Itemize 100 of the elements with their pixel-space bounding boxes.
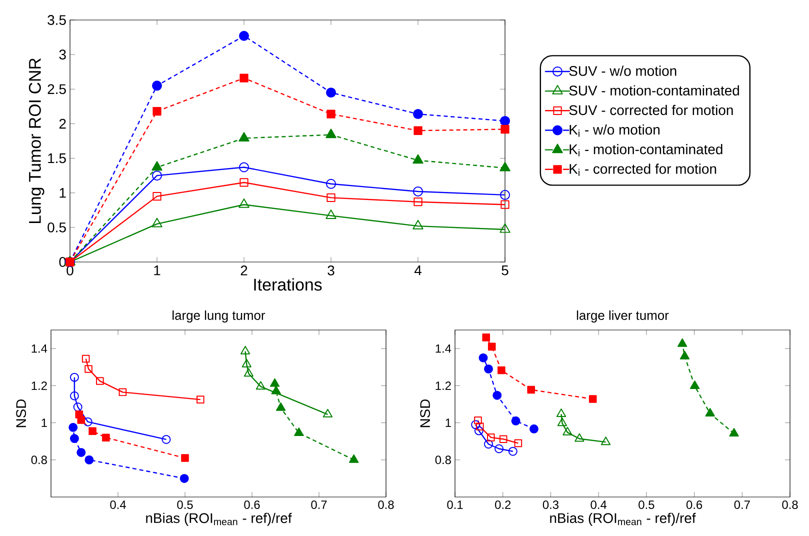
y-axis-title: NSD	[420, 399, 430, 428]
point	[478, 353, 488, 362]
point	[322, 408, 333, 418]
point	[498, 366, 506, 374]
point	[474, 416, 482, 424]
y-axis-title: Lung Tumor ROI CNR	[28, 58, 44, 224]
x-tick-label: 1	[154, 266, 160, 276]
chart-title: large liver tumor	[576, 310, 669, 323]
point	[152, 161, 162, 171]
point	[84, 455, 94, 464]
point	[500, 116, 510, 126]
x-tick-label: 0.4	[590, 500, 607, 509]
point	[294, 427, 304, 436]
point	[326, 88, 336, 98]
y-axis-title: NSD	[16, 399, 26, 428]
x-tick-label: 0.2	[495, 500, 511, 509]
point	[500, 190, 510, 200]
point	[471, 420, 480, 430]
x-tick-label: 0.7	[311, 500, 327, 509]
y-tick-label: 1.4	[436, 344, 452, 353]
x-tick-label: 0.3	[542, 500, 559, 509]
point	[326, 178, 336, 189]
point	[514, 439, 522, 448]
x-tick-label: 0.5	[177, 500, 193, 509]
point	[326, 210, 336, 219]
x-axis-title: nBias (ROI$_{mean}$ - ref)/ref	[146, 512, 292, 526]
x-tick-label: 4	[414, 266, 422, 276]
point	[196, 396, 204, 404]
point	[349, 454, 359, 463]
x-tick-label: 0.8	[782, 500, 798, 509]
point	[84, 365, 92, 373]
x-tick-label: 5	[502, 266, 508, 276]
point	[96, 377, 104, 385]
legend-label: K$_{i}$ - motion-contaminated	[570, 144, 722, 156]
point	[326, 110, 336, 118]
point	[677, 338, 688, 347]
x-tick-label: 0.4	[110, 500, 126, 509]
x-tick-label: 0.6	[686, 500, 702, 509]
chart-title: large lung tumor	[172, 310, 266, 323]
point	[729, 428, 739, 437]
point	[239, 30, 249, 41]
y-tick-label: 1.2	[436, 381, 451, 390]
y-tick-label: 3.5	[48, 15, 66, 25]
point	[486, 434, 495, 442]
point	[270, 378, 280, 387]
x-tick-label: 3	[328, 266, 334, 276]
point	[70, 434, 79, 444]
y-tick-label: 1	[446, 418, 451, 427]
point	[152, 170, 162, 181]
point	[76, 448, 86, 457]
y-tick-label: 2	[59, 118, 66, 129]
point	[690, 380, 700, 390]
y-tick-label: 1.5	[48, 153, 66, 164]
point	[75, 410, 84, 418]
y-tick-label: 0.5	[48, 222, 66, 232]
point	[500, 223, 510, 233]
point	[70, 372, 79, 382]
point	[152, 218, 162, 228]
point	[500, 200, 510, 209]
y-tick-label: 1	[60, 188, 66, 198]
point	[414, 198, 422, 206]
point	[508, 446, 518, 456]
x-axis-title: Iterations	[254, 278, 322, 291]
point	[588, 395, 597, 403]
point	[680, 350, 690, 360]
x-axis-title: nBias (ROI$_{mean}$ - ref)/ref	[550, 512, 696, 526]
point	[239, 162, 249, 172]
point	[412, 220, 424, 230]
point	[529, 424, 538, 434]
point	[499, 435, 508, 444]
point	[82, 354, 90, 363]
point	[488, 342, 496, 351]
x-tick-label: 0.8	[378, 500, 394, 509]
point	[73, 402, 82, 412]
point	[413, 109, 424, 120]
point	[276, 402, 286, 411]
point	[484, 440, 494, 449]
point	[162, 434, 171, 444]
point	[271, 386, 281, 394]
y-tick-label: 3	[59, 50, 66, 60]
point	[68, 422, 78, 432]
point	[242, 358, 252, 368]
point	[562, 426, 572, 436]
point	[240, 346, 250, 354]
point	[70, 391, 79, 400]
point	[88, 427, 96, 436]
x-tick-label: 0.1	[447, 500, 463, 509]
legend-label: SUV - w/o motion	[569, 66, 676, 76]
point	[484, 364, 494, 374]
point	[527, 386, 535, 394]
point	[240, 74, 248, 82]
point	[511, 416, 520, 426]
point	[412, 154, 424, 164]
point	[181, 454, 189, 462]
point	[326, 128, 336, 138]
point	[413, 186, 424, 196]
point	[474, 426, 484, 436]
point	[476, 422, 484, 430]
point	[238, 198, 250, 208]
y-tick-label: 1.4	[32, 344, 48, 353]
